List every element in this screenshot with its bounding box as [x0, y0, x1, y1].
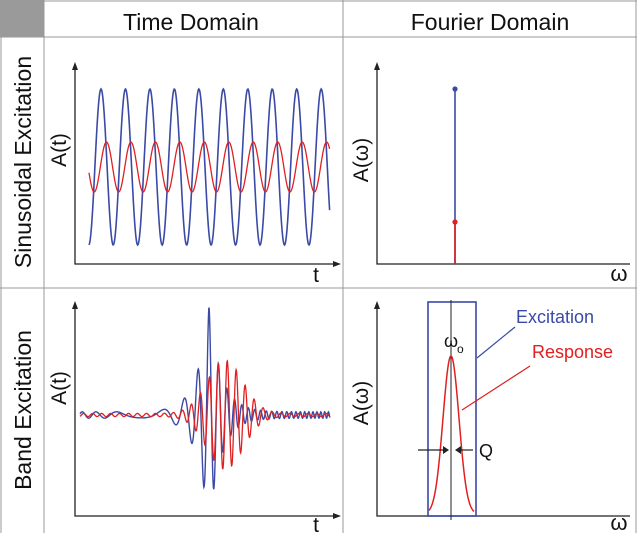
- excitation-chirp: [79, 307, 331, 490]
- y-axis-label-freq: A(ω): [350, 138, 373, 182]
- header-time-domain: Time Domain: [123, 9, 259, 35]
- x-axis-arrow: [333, 261, 341, 267]
- response-peak-marker: [452, 219, 458, 225]
- row-label-band: Band Excitation: [10, 330, 36, 490]
- excitation-band: [427, 301, 477, 517]
- panel-band-fourier: A(ω) ω Excitation Response ω o Q: [350, 300, 630, 533]
- panel-sinusoidal-fourier: A(ω) ω: [350, 62, 630, 286]
- x-axis-label-freq: ω: [610, 261, 627, 286]
- excitation-label: Excitation: [516, 307, 594, 327]
- axes-sinusoidal-time: [74, 68, 335, 265]
- omega-zero-label: ω: [444, 331, 458, 351]
- y-axis-arrow: [72, 62, 78, 70]
- y-axis-label-time: A(t): [48, 133, 71, 167]
- x-axis-label-freq: ω: [610, 510, 627, 533]
- row-label-sinusoidal: Sinusoidal Excitation: [10, 56, 36, 268]
- omega-zero-subscript: o: [457, 342, 464, 356]
- axes-band-fourier: [376, 307, 630, 517]
- q-arrowhead-right: [455, 446, 461, 454]
- y-axis-label-time: A(t): [48, 371, 71, 405]
- x-axis-label-time: t: [313, 264, 319, 287]
- panel-sinusoidal-time: A(t) t: [48, 62, 341, 287]
- y-axis-arrow: [374, 301, 380, 309]
- x-axis-arrow: [333, 513, 341, 519]
- q-label: Q: [479, 441, 493, 461]
- response-wave: [88, 141, 331, 193]
- y-axis-arrow: [374, 62, 380, 70]
- response-peak: [428, 355, 475, 513]
- panel-band-time: A(t) t: [48, 301, 341, 533]
- q-arrowhead-left: [443, 446, 449, 454]
- excitation-leader: [476, 326, 516, 359]
- axes-sinusoidal-fourier: [376, 68, 630, 265]
- axes-band-time: [74, 307, 335, 517]
- excitation-wave: [88, 87, 331, 247]
- x-axis-label-time: t: [313, 514, 319, 533]
- response-label: Response: [532, 342, 613, 362]
- response-leader: [461, 365, 531, 411]
- y-axis-label-freq: A(ω): [350, 381, 373, 425]
- q-width-marker: Q: [418, 441, 493, 461]
- response-chirp: [79, 359, 331, 470]
- y-axis-arrow: [72, 301, 78, 309]
- corner-cell: [0, 0, 44, 37]
- excitation-peak-marker: [452, 86, 458, 92]
- header-fourier-domain: Fourier Domain: [411, 9, 570, 35]
